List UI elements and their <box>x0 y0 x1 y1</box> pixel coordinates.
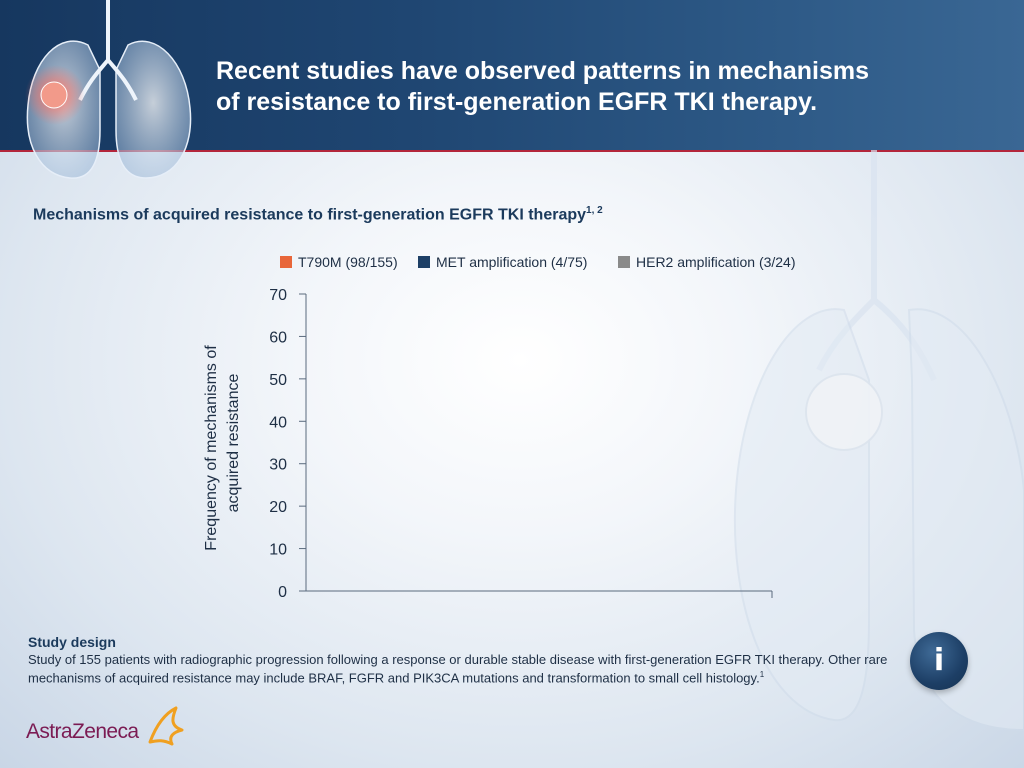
y-tick-label: 50 <box>269 372 287 389</box>
study-design-ref: 1 <box>759 670 765 679</box>
legend-item-met: MET amplification (4/75) <box>418 254 587 270</box>
legend-label-t790m: T790M (98/155) <box>298 254 398 270</box>
y-axis-label-line1: Frequency of mechanisms of <box>203 345 220 551</box>
chart-heading-refs: 1, 2 <box>586 205 603 216</box>
astrazeneca-symbol-icon <box>148 706 184 746</box>
y-ticks: 0 10 20 30 40 50 60 70 <box>269 287 306 601</box>
legend-item-her2: HER2 amplification (3/24) <box>618 254 796 270</box>
study-design-text: Study of 155 patients with radiographic … <box>28 652 888 685</box>
y-axis-label-line2: acquired resistance <box>225 374 242 513</box>
header-banner: Recent studies have observed patterns in… <box>0 0 1024 179</box>
info-button[interactable]: i <box>910 632 968 690</box>
y-tick-label: 70 <box>269 287 287 304</box>
y-tick-label: 0 <box>278 584 287 601</box>
legend-label-met: MET amplification (4/75) <box>436 254 588 270</box>
legend-swatch-met <box>418 256 430 268</box>
legend-swatch-t790m <box>280 256 292 268</box>
y-tick-label: 40 <box>269 414 287 431</box>
chart-heading: Mechanisms of acquired resistance to fir… <box>33 205 603 224</box>
y-tick-label: 10 <box>269 542 287 559</box>
page-title: Recent studies have observed patterns in… <box>216 56 976 118</box>
study-design-title: Study design <box>28 634 116 650</box>
study-design-body: Study of 155 patients with radiographic … <box>28 652 888 686</box>
legend-item-t790m: T790M (98/155) <box>280 254 398 270</box>
page-title-line1: Recent studies have observed patterns in… <box>216 57 870 85</box>
background-lung-illustration <box>733 150 1024 732</box>
y-tick-label: 20 <box>269 499 287 516</box>
lung-illustration-icon <box>25 0 192 179</box>
info-icon: i <box>933 643 945 678</box>
legend-label-her2: HER2 amplification (3/24) <box>636 254 796 270</box>
logo-text: AstraZeneca <box>26 720 139 743</box>
astrazeneca-logo: AstraZeneca <box>26 706 186 746</box>
chart-heading-text: Mechanisms of acquired resistance to fir… <box>33 206 587 224</box>
y-tick-label: 30 <box>269 457 287 474</box>
legend-swatch-her2 <box>618 256 630 268</box>
page-title-line2: of resistance to first-generation EGFR T… <box>216 88 818 116</box>
y-tick-label: 60 <box>269 329 287 346</box>
study-design: Study design Study of 155 patients with … <box>28 634 888 685</box>
